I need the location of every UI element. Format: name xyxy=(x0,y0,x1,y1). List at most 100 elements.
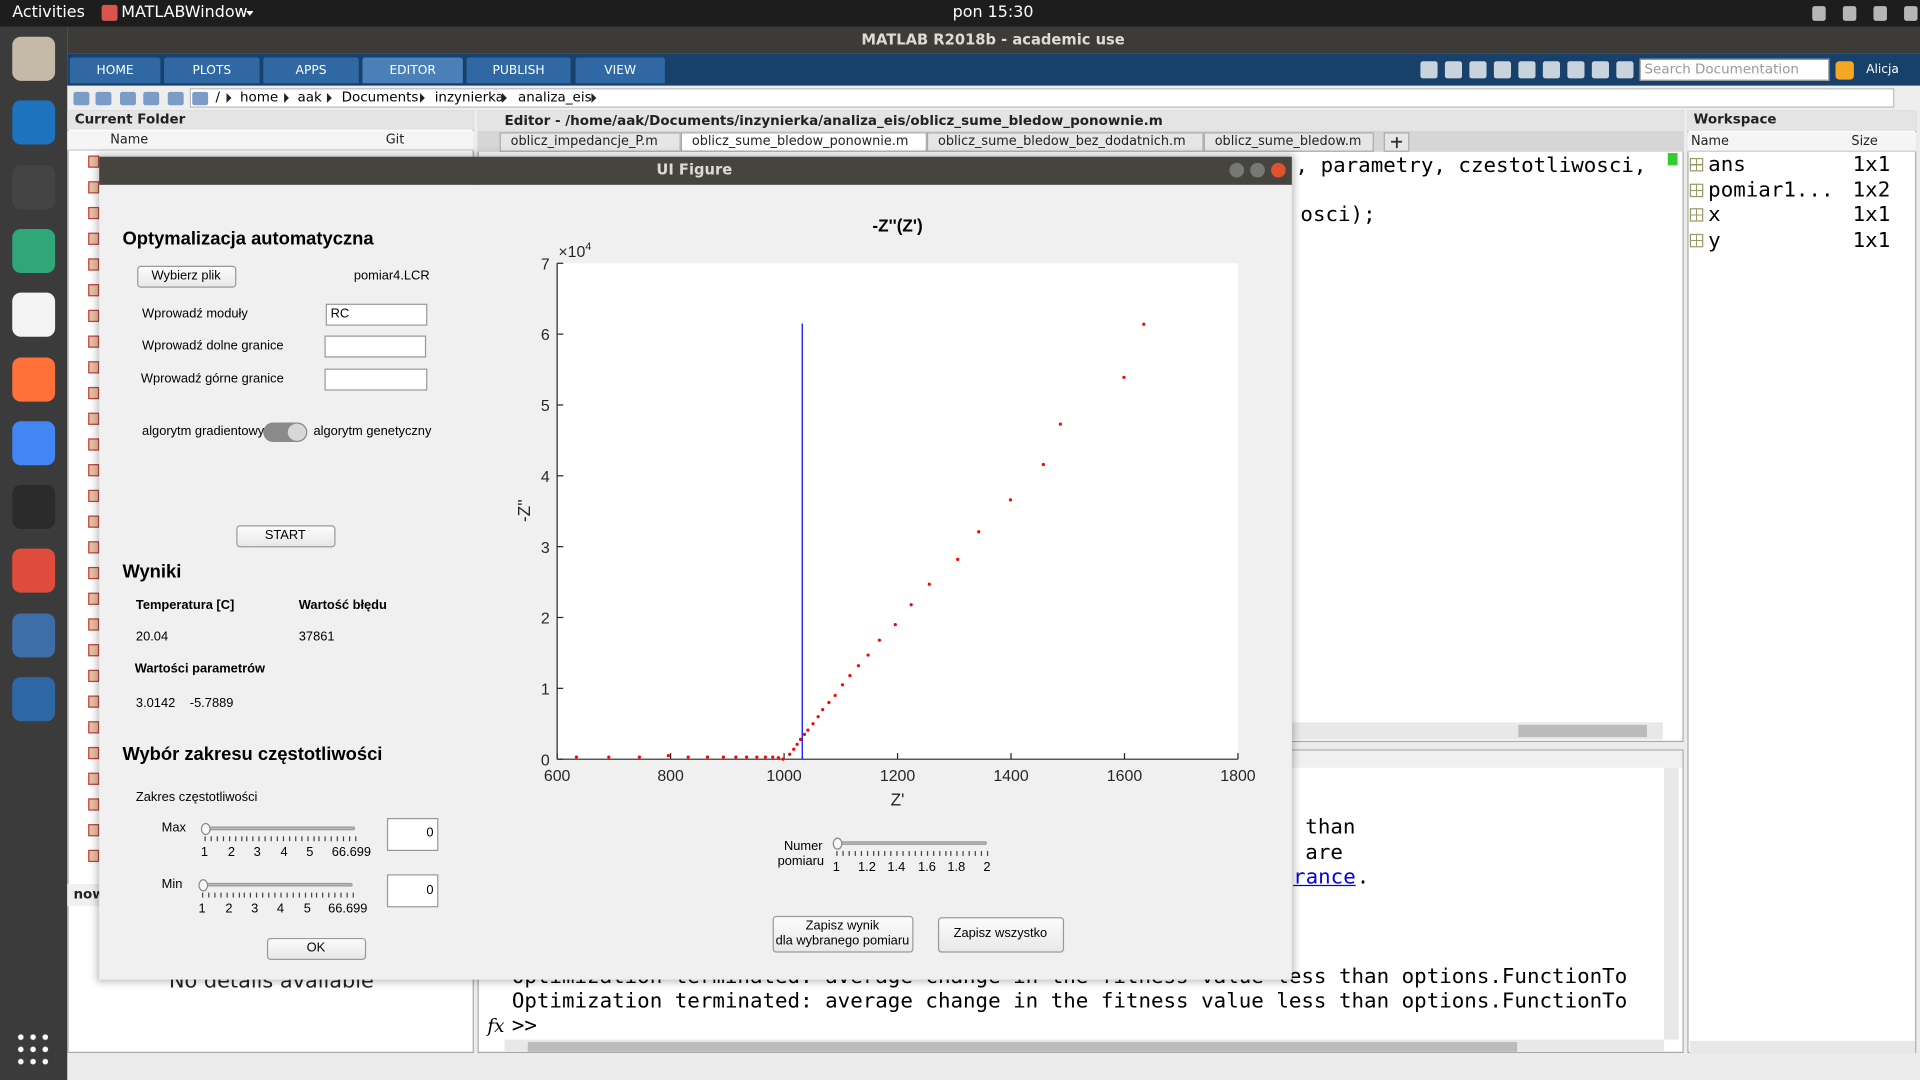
toolbar-icon[interactable] xyxy=(1616,61,1634,79)
tab-label[interactable]: PUBLISH xyxy=(492,64,545,78)
nav-icon[interactable] xyxy=(143,91,160,106)
text-input[interactable] xyxy=(324,335,427,358)
toolstrip-tab[interactable] xyxy=(466,57,571,84)
toolbar-icon[interactable] xyxy=(1420,61,1438,79)
slider-tick xyxy=(306,836,309,842)
var-name[interactable]: x xyxy=(1708,202,1721,228)
tab-label[interactable]: EDITOR xyxy=(389,64,436,78)
dock-icon[interactable] xyxy=(12,613,56,658)
slider-track[interactable] xyxy=(204,826,356,831)
slider-tick xyxy=(890,851,892,856)
path-segment[interactable]: inzynierka xyxy=(434,89,504,106)
spinner-value[interactable]: 0 xyxy=(426,825,434,841)
figure-body xyxy=(99,184,1292,980)
dock-icon[interactable] xyxy=(12,164,56,209)
editor-tab-label[interactable]: oblicz_sume_bledow_bez_dodatnich.m xyxy=(937,133,1186,149)
var-name[interactable]: ans xyxy=(1708,152,1746,178)
dock-icon[interactable] xyxy=(12,677,56,722)
window-control[interactable] xyxy=(1250,162,1265,178)
toolbar-icon[interactable] xyxy=(1591,61,1609,79)
nav-icon[interactable] xyxy=(192,91,209,106)
path-segment[interactable]: home xyxy=(240,89,279,106)
toolstrip-tab[interactable] xyxy=(362,57,463,84)
nav-icon[interactable] xyxy=(167,91,184,106)
button-label[interactable]: Zapisz wszystko xyxy=(953,925,1048,941)
button[interactable] xyxy=(266,937,367,960)
dock-icon[interactable] xyxy=(12,100,56,145)
button-label[interactable]: Wybierz plik xyxy=(151,268,221,284)
button-label[interactable]: dla wybranego pomiaru xyxy=(775,933,910,949)
dock-icon[interactable] xyxy=(12,36,56,81)
activities[interactable]: Activities xyxy=(12,3,85,22)
var-name[interactable]: y xyxy=(1708,227,1721,253)
user-menu[interactable]: Alicja xyxy=(1866,63,1899,77)
new-tab[interactable] xyxy=(1383,132,1410,152)
toolbar-icon[interactable] xyxy=(1542,61,1560,79)
tab-label[interactable]: PLOTS xyxy=(192,64,232,78)
editor-tab[interactable] xyxy=(1203,132,1374,152)
toolbar-icon[interactable] xyxy=(1567,61,1585,79)
nav-icon[interactable] xyxy=(73,91,90,106)
tab-label[interactable]: VIEW xyxy=(604,64,637,78)
toolstrip-tab[interactable] xyxy=(164,57,260,84)
toolstrip-tab[interactable] xyxy=(263,57,359,84)
slider-track[interactable] xyxy=(202,882,353,887)
search-box[interactable] xyxy=(1639,58,1830,81)
slider-thumb[interactable] xyxy=(832,837,843,850)
nav-icon[interactable] xyxy=(120,91,136,106)
editor-tab-label[interactable]: oblicz_sume_bledow_ponownie.m xyxy=(691,133,909,149)
slider-thumb[interactable] xyxy=(200,822,211,836)
slider-tick xyxy=(316,892,318,898)
nav-icon[interactable] xyxy=(95,91,112,106)
dock-icon[interactable] xyxy=(12,420,56,466)
window-control[interactable] xyxy=(1271,162,1286,178)
path-segment[interactable]: analiza_eis xyxy=(517,89,592,106)
text-input[interactable] xyxy=(324,368,428,391)
show-apps[interactable] xyxy=(14,1031,52,1066)
doc-link[interactable]: rance xyxy=(1293,865,1356,890)
app-menu[interactable]: MATLABWindow xyxy=(121,3,248,22)
spinner-value[interactable]: 0 xyxy=(426,883,434,898)
editor-tab[interactable] xyxy=(926,132,1204,152)
dock-icon[interactable] xyxy=(12,292,56,337)
editor-tab[interactable] xyxy=(499,132,681,152)
button-label[interactable]: START xyxy=(264,528,306,543)
dock-icon[interactable] xyxy=(12,485,56,530)
button-label[interactable]: Zapisz wynik xyxy=(805,918,880,934)
toolbar-icon[interactable] xyxy=(1469,61,1487,79)
button[interactable] xyxy=(772,915,914,953)
editor-tab[interactable] xyxy=(680,132,927,152)
editor-tab-label[interactable]: oblicz_sume_bledow.m xyxy=(1214,133,1362,149)
dock-icon[interactable] xyxy=(12,356,56,402)
button[interactable] xyxy=(137,265,237,288)
field-value[interactable]: RC xyxy=(330,306,350,322)
text-input[interactable] xyxy=(325,303,428,326)
tab-label[interactable]: APPS xyxy=(295,64,327,78)
toolbar-icon[interactable] xyxy=(1518,61,1536,79)
path-segment[interactable]: / xyxy=(215,89,221,106)
toolstrip-tab[interactable] xyxy=(575,57,665,84)
toolbar-icon[interactable] xyxy=(1493,61,1512,79)
slider-track[interactable] xyxy=(836,841,987,845)
path-segment[interactable]: aak xyxy=(297,89,322,106)
text-input[interactable] xyxy=(386,817,439,852)
button[interactable] xyxy=(937,917,1065,953)
column-name: Name xyxy=(110,132,149,148)
tab-label[interactable]: HOME xyxy=(96,64,134,78)
output-line: than xyxy=(1305,815,1356,840)
var-name[interactable]: pomiar1... xyxy=(1708,177,1834,203)
path-segment[interactable]: Documents xyxy=(341,89,419,106)
button[interactable] xyxy=(236,525,336,548)
button-label[interactable]: OK xyxy=(306,940,326,956)
window-control[interactable] xyxy=(1229,162,1245,178)
editor-tab-label[interactable]: oblicz_impedancje_P.m xyxy=(510,133,658,149)
dock-icon[interactable] xyxy=(12,549,56,594)
text-input[interactable] xyxy=(386,874,439,908)
figure-titlebar xyxy=(99,156,1292,185)
clock[interactable]: pon 15:30 xyxy=(952,3,1034,22)
file-icon xyxy=(88,181,100,194)
dock-icon[interactable] xyxy=(12,228,56,273)
toolstrip-tab[interactable] xyxy=(69,57,161,84)
toolbar-icon[interactable] xyxy=(1444,61,1463,79)
slider-thumb[interactable] xyxy=(198,879,209,892)
